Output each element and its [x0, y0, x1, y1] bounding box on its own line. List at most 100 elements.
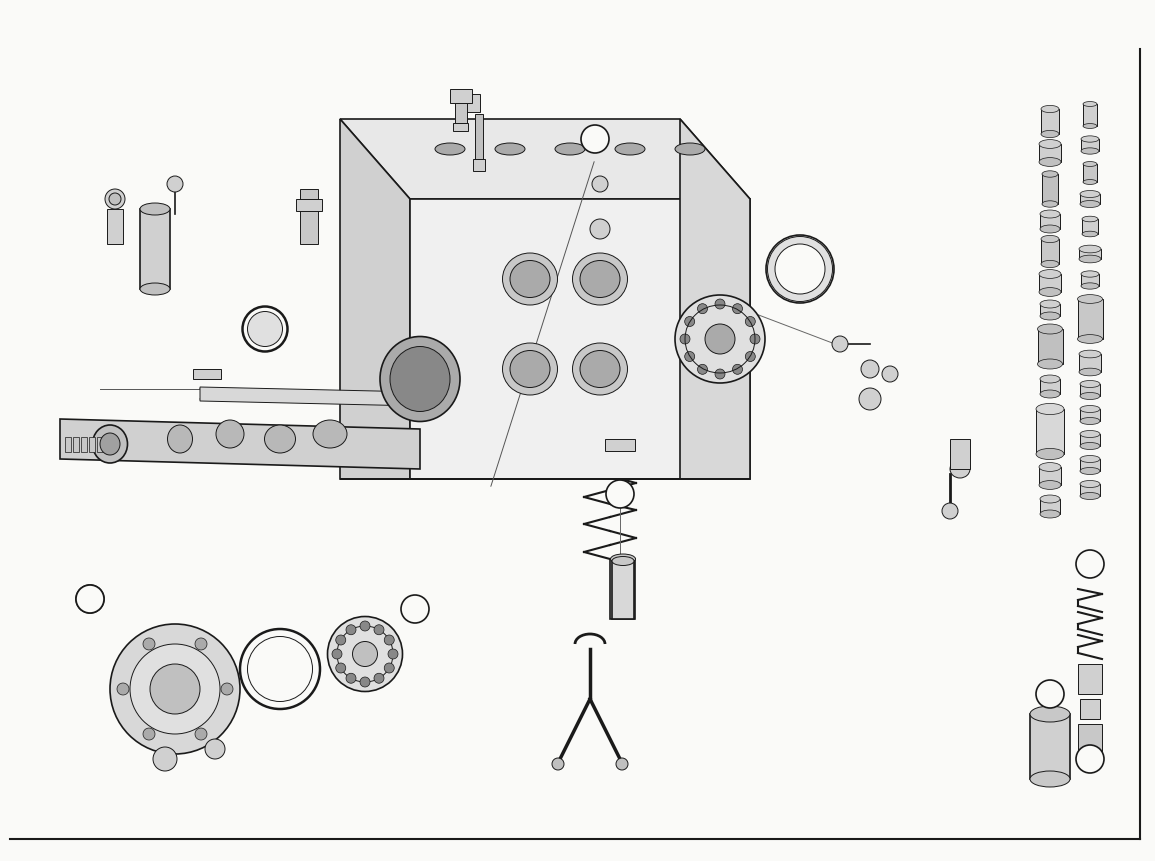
Ellipse shape — [1081, 271, 1100, 278]
Ellipse shape — [264, 425, 296, 454]
Circle shape — [385, 635, 394, 645]
Bar — [1040, 499, 1060, 514]
Ellipse shape — [951, 461, 970, 479]
Ellipse shape — [502, 254, 558, 306]
Bar — [1041, 239, 1059, 264]
Polygon shape — [680, 120, 750, 480]
Polygon shape — [200, 387, 420, 406]
Ellipse shape — [1040, 288, 1061, 297]
Ellipse shape — [140, 204, 170, 216]
Ellipse shape — [1040, 463, 1061, 472]
Ellipse shape — [1040, 495, 1060, 504]
Ellipse shape — [1080, 468, 1100, 475]
Bar — [1080, 435, 1100, 447]
Bar — [460, 95, 480, 113]
Ellipse shape — [1041, 106, 1059, 114]
Ellipse shape — [1042, 171, 1058, 178]
Ellipse shape — [1081, 149, 1100, 155]
Ellipse shape — [1079, 369, 1101, 376]
Ellipse shape — [1080, 431, 1100, 438]
Circle shape — [942, 504, 957, 519]
Ellipse shape — [1081, 137, 1100, 143]
Ellipse shape — [1081, 283, 1100, 290]
Ellipse shape — [1083, 124, 1097, 129]
Bar — [300, 189, 318, 245]
Ellipse shape — [1037, 360, 1063, 369]
Ellipse shape — [1079, 350, 1101, 358]
Bar — [1078, 664, 1102, 694]
Circle shape — [105, 189, 125, 210]
Ellipse shape — [1080, 481, 1100, 488]
Bar — [81, 437, 87, 453]
Circle shape — [860, 361, 879, 379]
Circle shape — [76, 585, 104, 613]
Circle shape — [346, 673, 356, 684]
Ellipse shape — [1040, 226, 1060, 233]
Ellipse shape — [380, 338, 460, 422]
Circle shape — [616, 759, 628, 770]
Ellipse shape — [580, 351, 620, 388]
Bar — [140, 210, 170, 289]
Circle shape — [388, 649, 398, 660]
Ellipse shape — [247, 313, 283, 347]
Ellipse shape — [1080, 418, 1100, 425]
Bar — [475, 115, 483, 160]
Ellipse shape — [573, 254, 627, 306]
Ellipse shape — [328, 616, 402, 691]
Circle shape — [143, 728, 155, 740]
Bar — [1080, 385, 1100, 397]
Ellipse shape — [502, 344, 558, 395]
Ellipse shape — [390, 347, 450, 412]
Ellipse shape — [1082, 232, 1098, 238]
Ellipse shape — [511, 261, 550, 298]
Bar — [1082, 220, 1098, 235]
Polygon shape — [340, 120, 410, 480]
Ellipse shape — [705, 325, 735, 355]
Circle shape — [360, 678, 370, 687]
Circle shape — [832, 337, 848, 353]
Bar — [610, 560, 635, 619]
Bar — [1080, 699, 1100, 719]
Circle shape — [1036, 680, 1064, 709]
Circle shape — [750, 335, 760, 344]
Text: B: B — [410, 603, 419, 616]
Ellipse shape — [150, 664, 200, 714]
Bar — [1040, 145, 1061, 163]
Ellipse shape — [92, 425, 127, 463]
Ellipse shape — [1037, 325, 1063, 335]
Circle shape — [109, 194, 121, 206]
Ellipse shape — [1040, 313, 1060, 320]
Ellipse shape — [1080, 381, 1100, 388]
Circle shape — [195, 728, 207, 740]
Bar — [1080, 410, 1100, 422]
Polygon shape — [410, 200, 750, 480]
Ellipse shape — [1083, 163, 1097, 167]
Ellipse shape — [1040, 481, 1061, 490]
Bar — [1080, 460, 1100, 472]
Ellipse shape — [110, 624, 240, 754]
Circle shape — [732, 365, 743, 375]
Bar — [1079, 355, 1101, 373]
Polygon shape — [340, 120, 750, 200]
Circle shape — [859, 388, 881, 411]
Text: C: C — [1086, 557, 1095, 572]
Circle shape — [552, 759, 564, 770]
Ellipse shape — [1041, 261, 1059, 269]
Circle shape — [685, 352, 694, 362]
Circle shape — [195, 638, 207, 650]
Bar — [1078, 724, 1102, 754]
Ellipse shape — [675, 144, 705, 156]
Bar — [1040, 380, 1060, 394]
Ellipse shape — [1080, 456, 1100, 463]
Bar — [1042, 175, 1058, 205]
Ellipse shape — [1079, 256, 1101, 263]
Ellipse shape — [167, 425, 193, 454]
Bar — [1040, 214, 1060, 230]
Circle shape — [745, 352, 755, 362]
Circle shape — [590, 220, 610, 239]
Ellipse shape — [1079, 246, 1101, 253]
Ellipse shape — [1078, 335, 1103, 344]
Bar — [455, 104, 467, 124]
Ellipse shape — [1030, 771, 1070, 787]
Ellipse shape — [1036, 404, 1064, 415]
